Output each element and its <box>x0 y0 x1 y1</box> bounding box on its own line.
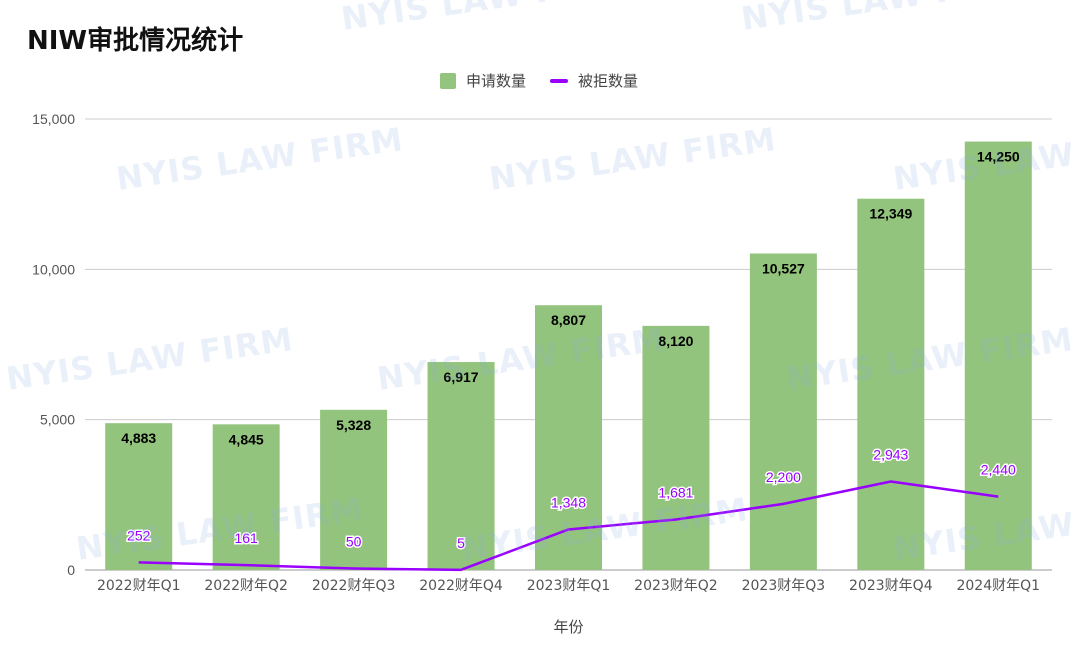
line-value-label: 252 <box>127 527 151 543</box>
x-tick-label: 2024财年Q1 <box>956 578 1040 594</box>
x-tick-label: 2023财年Q4 <box>849 578 933 594</box>
bar-value-label: 6,917 <box>444 369 479 385</box>
bar-value-label: 4,883 <box>121 430 156 446</box>
bar-value-label: 14,250 <box>977 149 1020 165</box>
bar <box>212 424 280 570</box>
x-tick-label: 2023财年Q3 <box>742 578 826 594</box>
x-tick-label: 2023财年Q2 <box>634 578 718 594</box>
legend-swatch-rejections <box>550 78 569 83</box>
bar <box>535 305 602 570</box>
x-tick-label: 2022财年Q1 <box>97 578 181 594</box>
line-value-label: 1,681 <box>658 484 693 500</box>
line-value-label: 2,440 <box>981 462 1016 478</box>
bar-value-label: 4,845 <box>229 431 264 447</box>
bar <box>857 198 925 570</box>
bar <box>105 423 173 570</box>
chart-title: NIW审批情况统计 <box>27 26 244 56</box>
bar-value-label: 8,120 <box>658 333 693 349</box>
bar <box>964 141 1032 571</box>
bar-value-label: 12,349 <box>869 206 912 222</box>
line-value-label: 50 <box>346 533 362 549</box>
x-tick-label: 2022财年Q4 <box>419 578 503 594</box>
line-value-label: 161 <box>234 530 258 546</box>
legend: 申请数量 被拒数量 <box>440 70 638 91</box>
y-tick-label: 15,000 <box>32 111 75 127</box>
legend-label-applications: 申请数量 <box>466 72 527 90</box>
line-value-label: 1,348 <box>551 494 586 510</box>
y-tick-label: 0 <box>67 562 75 578</box>
bar-value-label: 10,527 <box>762 260 805 276</box>
legend-item-rejections: 被拒数量 <box>550 70 638 91</box>
line-value-label: 2,943 <box>873 447 908 463</box>
x-tick-label: 2022财年Q2 <box>204 578 288 594</box>
bar <box>642 325 710 570</box>
bar-value-label: 5,328 <box>336 417 371 433</box>
bar <box>427 362 495 570</box>
legend-label-rejections: 被拒数量 <box>578 72 639 90</box>
legend-swatch-applications <box>440 72 456 89</box>
bar <box>320 409 388 570</box>
bar <box>749 253 817 570</box>
line-value-label: 5 <box>457 535 465 551</box>
bar-value-label: 8,807 <box>551 312 586 328</box>
x-axis-title: 年份 <box>553 618 583 636</box>
rejections-line <box>138 480 999 572</box>
x-tick-label: 2023财年Q1 <box>527 578 611 594</box>
x-tick-label: 2022财年Q3 <box>312 578 396 594</box>
line-value-label: 2,200 <box>766 469 801 485</box>
y-tick-label: 10,000 <box>32 261 75 277</box>
legend-item-applications: 申请数量 <box>440 70 526 91</box>
y-tick-label: 5,000 <box>40 412 75 428</box>
